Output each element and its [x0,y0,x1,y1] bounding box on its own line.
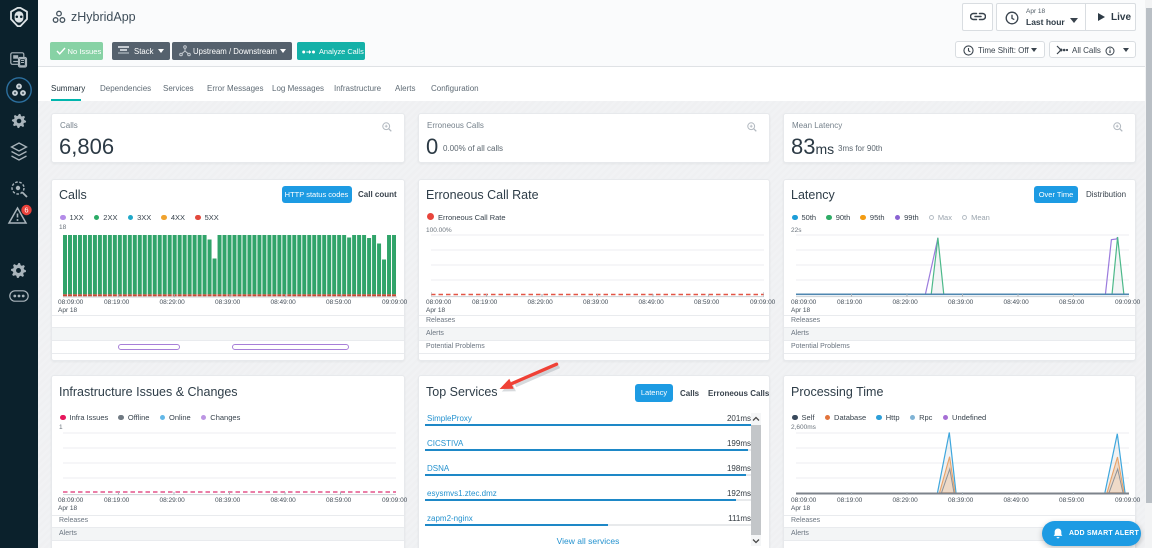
svg-text:6: 6 [24,206,28,215]
